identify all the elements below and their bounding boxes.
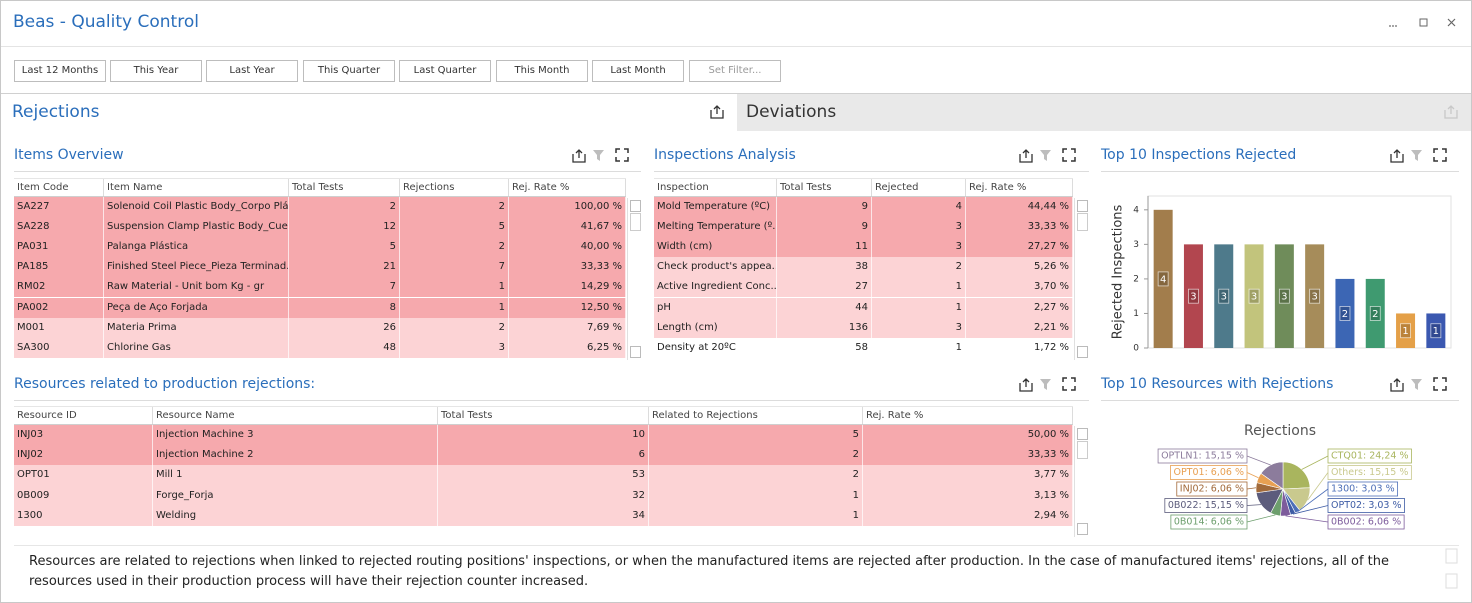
export-icon[interactable] bbox=[573, 150, 585, 162]
icon-shape bbox=[1020, 150, 1032, 162]
filter-icon[interactable] bbox=[1040, 150, 1051, 161]
icon-shape bbox=[1411, 379, 1422, 390]
y-axis-label: Rejected Inspections bbox=[1111, 204, 1126, 339]
pie-label: INJ02: 6,06 % bbox=[1180, 484, 1244, 495]
filter-button[interactable]: This Month bbox=[496, 60, 588, 82]
leader-line bbox=[1247, 505, 1261, 506]
scroll-thumb[interactable] bbox=[1077, 213, 1088, 231]
pie-title: Rejections bbox=[1244, 423, 1316, 439]
data-label: 3 bbox=[1311, 292, 1317, 303]
scroll-thumb[interactable] bbox=[630, 213, 641, 231]
export-icon[interactable] bbox=[1391, 379, 1403, 391]
icon-shape bbox=[573, 150, 585, 162]
filter-button[interactable]: Last Year bbox=[206, 60, 298, 82]
pie-label: OPT02: 3,03 % bbox=[1331, 500, 1402, 511]
scrollbar[interactable] bbox=[1074, 198, 1090, 360]
filter-icon[interactable] bbox=[593, 150, 604, 161]
filter-icon[interactable] bbox=[1411, 150, 1422, 161]
leader-line bbox=[1247, 456, 1271, 465]
scroll-up[interactable] bbox=[1077, 428, 1088, 440]
icon-shape bbox=[711, 106, 723, 118]
leader-line bbox=[1247, 488, 1256, 489]
pie-slice bbox=[1283, 462, 1310, 489]
icon-shape bbox=[593, 150, 604, 161]
y-tick-label: 1 bbox=[1133, 309, 1139, 319]
pie-label: CTQ01: 24,24 % bbox=[1331, 451, 1408, 462]
maximize-icon[interactable] bbox=[1434, 149, 1446, 161]
data-label: 1 bbox=[1402, 326, 1408, 337]
maximize-icon[interactable] bbox=[1434, 378, 1446, 390]
scroll-down bbox=[1446, 574, 1457, 588]
data-label: 2 bbox=[1372, 309, 1378, 320]
icon-shape bbox=[1434, 378, 1446, 390]
scroll-up[interactable] bbox=[630, 200, 641, 212]
pie-label: OPT01: 6,06 % bbox=[1173, 467, 1244, 478]
filter-icon[interactable] bbox=[1040, 379, 1051, 390]
y-tick-label: 0 bbox=[1133, 344, 1139, 354]
icon-shape bbox=[616, 149, 628, 161]
icon-shape bbox=[1063, 149, 1075, 161]
pie-label: Others: 15,15 % bbox=[1331, 467, 1408, 478]
pie-chart: Rejections CTQ01: 24,24 % Others: 15,15 % 1… bbox=[1101, 411, 1461, 541]
y-tick-label: 2 bbox=[1133, 274, 1139, 284]
export-icon[interactable] bbox=[711, 106, 723, 118]
scroll-up bbox=[1446, 549, 1457, 563]
scroll-down[interactable] bbox=[1077, 346, 1088, 358]
scroll-thumb[interactable] bbox=[1077, 441, 1088, 459]
filter-button[interactable]: This Quarter bbox=[303, 60, 395, 82]
filter-icon[interactable] bbox=[1411, 379, 1422, 390]
data-label: 1 bbox=[1433, 326, 1439, 337]
data-label: 4 bbox=[1160, 274, 1166, 285]
pie-label: 0B022: 15,15 % bbox=[1168, 500, 1244, 511]
pie-label: OPTLN1: 15,15 % bbox=[1161, 451, 1244, 462]
data-label: 2 bbox=[1342, 309, 1348, 320]
maximize-icon[interactable] bbox=[616, 149, 628, 161]
scroll-down[interactable] bbox=[630, 346, 641, 358]
pie-label: 1300: 3,03 % bbox=[1331, 484, 1395, 495]
y-tick-label: 4 bbox=[1133, 205, 1139, 215]
y-tick-label: 3 bbox=[1133, 240, 1139, 250]
bar-chart: Rejected Inspections 0 1 2 3 4 4 3 3 3 3 3 2 2 1 1 bbox=[1101, 181, 1461, 366]
data-label: 3 bbox=[1221, 292, 1227, 303]
filter-button[interactable]: This Year bbox=[110, 60, 202, 82]
note-scrollbar[interactable] bbox=[1446, 549, 1457, 588]
icon-shape bbox=[1391, 379, 1403, 391]
leader-line bbox=[1302, 456, 1328, 469]
export-icon[interactable] bbox=[1391, 150, 1403, 162]
filter-button[interactable]: Last Quarter bbox=[399, 60, 491, 82]
filter-button[interactable]: Last Month bbox=[592, 60, 684, 82]
leader-line bbox=[1286, 516, 1328, 522]
icon-shape bbox=[1020, 379, 1032, 391]
icon-shape bbox=[1391, 150, 1403, 162]
leader-line bbox=[1308, 473, 1328, 501]
maximize-icon[interactable] bbox=[1063, 149, 1075, 161]
export-icon[interactable] bbox=[1020, 379, 1032, 391]
data-label: 3 bbox=[1190, 292, 1196, 303]
scroll-up[interactable] bbox=[1077, 200, 1088, 212]
scroll-down[interactable] bbox=[1077, 523, 1088, 535]
icon-shape bbox=[1040, 379, 1051, 390]
data-label: 3 bbox=[1281, 292, 1287, 303]
icon-shape bbox=[1040, 150, 1051, 161]
scrollbar[interactable] bbox=[1074, 426, 1090, 537]
pie-label: 0B002: 6,06 % bbox=[1331, 517, 1401, 528]
icon-shape bbox=[1063, 378, 1075, 390]
icon-shape bbox=[1434, 149, 1446, 161]
scrollbar[interactable] bbox=[627, 198, 643, 360]
export-icon[interactable] bbox=[1020, 150, 1032, 162]
leader-line bbox=[1247, 473, 1258, 478]
pie-label: 0B014: 6,06 % bbox=[1174, 517, 1244, 528]
maximize-icon[interactable] bbox=[1063, 378, 1075, 390]
filter-button[interactable]: Last 12 Months bbox=[14, 60, 106, 82]
icon-shape bbox=[1445, 106, 1457, 118]
export-icon[interactable] bbox=[1445, 106, 1457, 118]
icon-shape bbox=[1411, 150, 1422, 161]
leader-line bbox=[1247, 515, 1275, 522]
filter-button[interactable]: Set Filter... bbox=[689, 60, 781, 82]
data-label: 3 bbox=[1251, 292, 1257, 303]
